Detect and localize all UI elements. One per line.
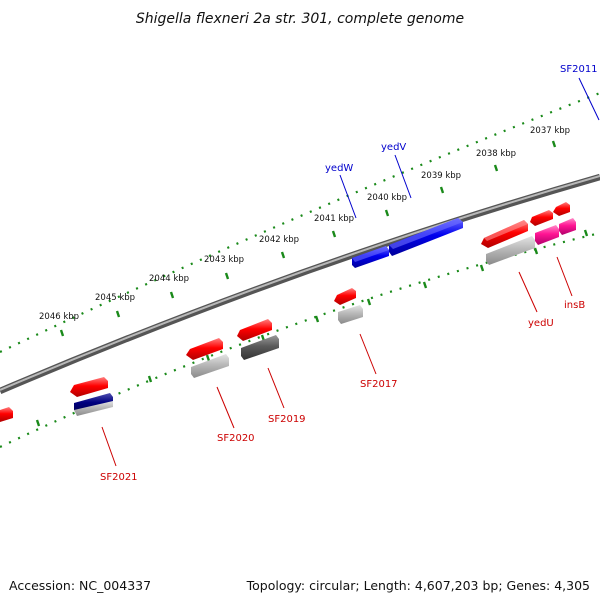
label-yedW[interactable]: yedW [325, 163, 353, 174]
ruler-tick [169, 291, 175, 299]
gene-insB-track2-a[interactable] [535, 225, 559, 245]
gene-red-forward-2[interactable] [553, 202, 570, 216]
tick-label: 2038 kbp [476, 149, 516, 159]
gene-SF2020-forward[interactable] [186, 338, 223, 360]
callout-lines [101, 77, 600, 467]
callout-yedV [394, 154, 412, 199]
label-SF2017[interactable]: SF2017 [360, 379, 398, 390]
gene-insB-track2-b[interactable] [559, 218, 576, 235]
label-SF2011[interactable]: SF2011 [560, 64, 598, 75]
genome-backbone [0, 173, 600, 394]
gene-yedW[interactable] [352, 246, 389, 268]
gene-yedU-forward[interactable] [481, 220, 528, 248]
tick-label: 2045 kbp [95, 293, 135, 303]
ruler-tick [280, 251, 286, 259]
label-insB[interactable]: insB [564, 300, 585, 311]
ruler-tick [366, 298, 372, 306]
tick-label: 2041 kbp [314, 214, 354, 224]
genome-stats-text: Topology: circular; Length: 4,607,203 bp… [246, 578, 590, 593]
gene-red-edge-left[interactable] [0, 407, 13, 422]
outer-ruler-major-ticks [59, 140, 557, 337]
ruler-tick [384, 209, 390, 217]
tick-label: 2040 kbp [367, 193, 407, 203]
ruler-tick [422, 281, 428, 289]
label-yedU[interactable]: yedU [528, 318, 554, 329]
gene-SF2020-track2[interactable] [191, 354, 229, 378]
label-yedV[interactable]: yedV [381, 142, 406, 153]
gene-SF2017-track2[interactable] [338, 305, 363, 324]
callout-SF2021 [101, 426, 117, 467]
outer-ruler-track [0, 91, 600, 353]
gene-SF2021-forward[interactable] [70, 377, 108, 397]
callout-SF2011 [578, 77, 600, 121]
gene-yedU-track2[interactable] [486, 236, 535, 265]
ruler-tick [331, 230, 337, 238]
tick-label: 2043 kbp [204, 255, 244, 265]
ruler-tick [583, 229, 589, 237]
inner-ruler-major-ticks [35, 229, 589, 427]
gene-yedV[interactable] [389, 218, 463, 256]
tick-label: 2046 kbp [39, 312, 79, 322]
ruler-tick [147, 375, 153, 383]
accession-text: Accession: NC_004337 [9, 578, 152, 593]
callout-yedW [339, 174, 357, 219]
ruler-tick [205, 354, 211, 362]
callout-SF2019 [267, 367, 285, 409]
callout-SF2020 [216, 386, 235, 429]
gene-SF2019-forward[interactable] [237, 319, 272, 341]
ruler-tick [493, 164, 499, 172]
callout-yedU [518, 271, 538, 313]
tick-label: 2039 kbp [421, 171, 461, 181]
tick-label: 2044 kbp [149, 274, 189, 284]
ruler-tick [533, 247, 539, 255]
label-SF2019[interactable]: SF2019 [268, 414, 306, 425]
ruler-tick [115, 310, 121, 318]
gene-SF2021-track2[interactable] [74, 393, 113, 416]
map-title: Shigella flexneri 2a str. 301, complete … [136, 11, 464, 27]
ruler-tick [551, 140, 557, 148]
ruler-tick [35, 419, 41, 427]
tick-labels: 2037 kbp 2038 kbp 2039 kbp 2040 kbp 2041… [39, 126, 570, 322]
gene-labels: SF2011 yedV yedW insB yedU SF2017 SF2019… [100, 64, 598, 483]
ruler-tick [59, 329, 65, 337]
tick-label: 2042 kbp [259, 235, 299, 245]
ruler-tick [224, 272, 230, 280]
tick-label: 2037 kbp [530, 126, 570, 136]
genome-backbone-highlight [0, 175, 600, 391]
gene-SF2017-forward[interactable] [334, 288, 356, 305]
ruler-tick [439, 186, 445, 194]
label-SF2021[interactable]: SF2021 [100, 472, 138, 483]
label-SF2020[interactable]: SF2020 [217, 433, 255, 444]
gene-SF2019-track2[interactable] [241, 335, 279, 360]
ruler-tick [314, 315, 320, 323]
ruler-tick [479, 264, 485, 272]
callout-insB [556, 256, 573, 297]
callout-SF2017 [359, 333, 377, 375]
gene-red-forward-1[interactable] [530, 210, 553, 226]
